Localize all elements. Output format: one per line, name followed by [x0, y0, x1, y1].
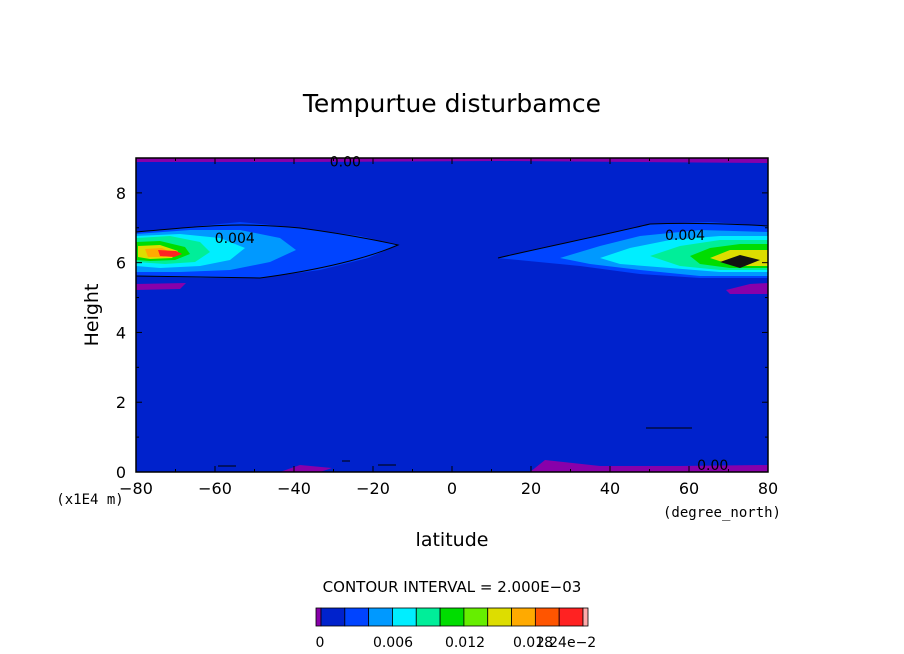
- x-tick-label: 80: [758, 479, 778, 498]
- y-tick-label: 6: [116, 254, 126, 273]
- contour-band-left-red: [158, 250, 182, 257]
- x-units-label: (degree_north): [663, 505, 781, 521]
- colorbar-swatch: [582, 607, 589, 627]
- y-axis-ticks: 0 2 4 6 8: [116, 184, 768, 482]
- colorbar-swatch: [320, 607, 346, 627]
- colorbar-swatch: [415, 607, 441, 627]
- x-tick-label: 40: [600, 479, 620, 498]
- contour-purple-bottom: [530, 460, 768, 472]
- contour-band-right-dark: [720, 255, 760, 268]
- colorbar-swatch: [392, 607, 417, 627]
- y-tick-label: 0: [116, 463, 126, 482]
- contour-purple-bottom-left: [280, 465, 332, 472]
- colorbar-swatch: [344, 607, 370, 627]
- contour-line: [218, 460, 396, 467]
- y-units-label: (x1E4 m): [56, 492, 123, 508]
- contour-label: 0.00: [697, 458, 728, 474]
- contour-label: 0.004: [215, 231, 255, 247]
- colorbar-swatch: [511, 607, 536, 627]
- colorbar-swatch: [463, 607, 489, 627]
- y-tick-label: 4: [116, 323, 126, 342]
- colorbar-swatch: [368, 607, 393, 627]
- contour-interval-text: CONTOUR INTERVAL = 2.000E−03: [323, 578, 582, 596]
- contour-purple-right: [726, 283, 768, 294]
- x-tick-label: 60: [679, 479, 699, 498]
- colorbar-label: 0.012: [445, 635, 485, 651]
- colorbar-label: 2.24e−2: [536, 635, 596, 651]
- x-tick-label: −60: [198, 479, 232, 498]
- colorbar-swatch: [487, 607, 512, 627]
- contour-label: 0.004: [665, 228, 705, 244]
- contour-background: [136, 158, 768, 472]
- colorbar-label: 0.018: [513, 635, 553, 651]
- y-tick-label: 8: [116, 184, 126, 203]
- contour-label: 0.00: [330, 154, 361, 170]
- contour-line: [135, 224, 400, 279]
- x-tick-label: −80: [119, 479, 153, 498]
- x-tick-label: 0: [447, 479, 457, 498]
- x-axis-label: latitude: [416, 529, 489, 551]
- colorbar-swatch: [439, 607, 465, 627]
- x-tick-label: −20: [356, 479, 390, 498]
- colorbar-swatch: [315, 607, 322, 627]
- x-axis-ticks: −80 −60 −40 −20 0 20 40 60 80: [119, 158, 778, 498]
- colorbar: [315, 607, 589, 627]
- colorbar-label: 0: [316, 635, 325, 651]
- chart-title: Tempurtue disturbamce: [302, 89, 601, 118]
- contour-labels: 0.004 0.004 0.00 0.00: [215, 154, 729, 474]
- x-tick-label: 20: [521, 479, 541, 498]
- contour-purple-left: [136, 283, 186, 290]
- x-tick-label: −40: [277, 479, 311, 498]
- y-tick-label: 2: [116, 393, 126, 412]
- contour-line: [497, 222, 769, 259]
- colorbar-label: 0.006: [373, 635, 413, 651]
- plot-area: 0.004 0.004 0.00 0.00: [135, 154, 769, 474]
- colorbar-swatch: [558, 607, 584, 627]
- colorbar-swatch: [534, 607, 560, 627]
- y-axis-label: Height: [81, 284, 103, 347]
